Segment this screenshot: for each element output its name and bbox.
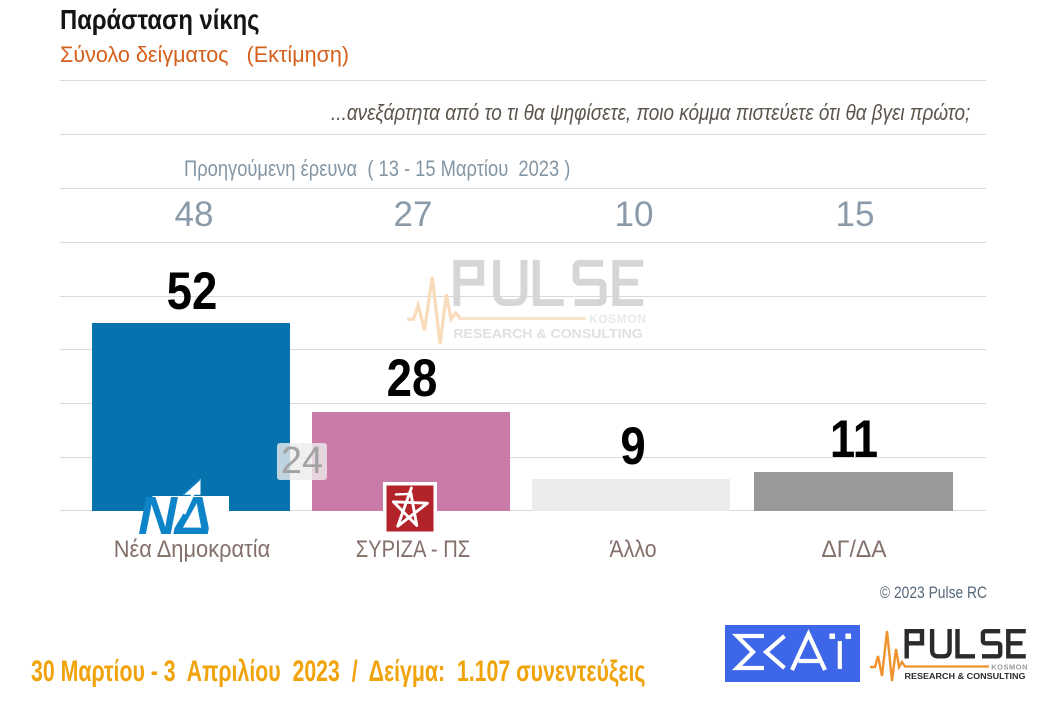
svg-text:ΝΔ: ΝΔ — [138, 486, 209, 538]
svg-text:RESEARCH & CONSULTING: RESEARCH & CONSULTING — [905, 672, 1026, 681]
svg-text:KOSMON: KOSMON — [589, 313, 646, 326]
svg-text:KOSMON: KOSMON — [991, 663, 1028, 672]
svg-text:RESEARCH & CONSULTING: RESEARCH & CONSULTING — [453, 327, 642, 341]
